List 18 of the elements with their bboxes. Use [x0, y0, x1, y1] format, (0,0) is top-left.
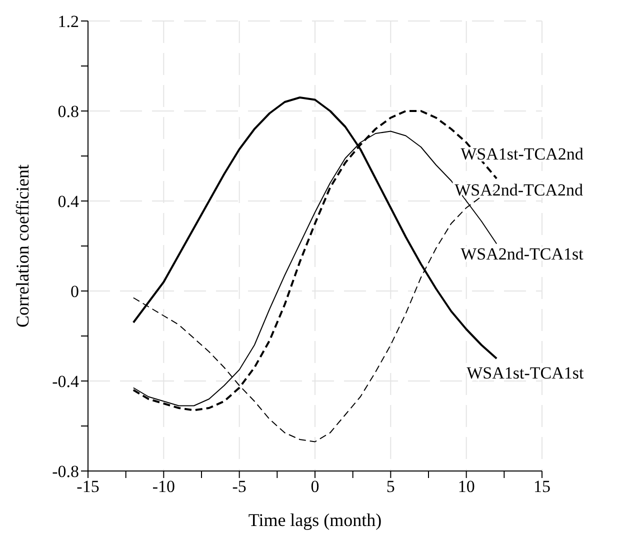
x-tick-label: 5 — [386, 477, 395, 496]
y-tick-label: 0 — [70, 282, 79, 302]
x-tick-label: -5 — [232, 477, 246, 496]
y-axis-title: Correlation coefficient — [12, 164, 32, 328]
y-tick-label: 0.4 — [58, 192, 80, 212]
x-tick-label: 15 — [534, 477, 550, 496]
x-tick-label: -10 — [152, 477, 176, 496]
series-label: WSA2nd-TCA1st — [460, 244, 584, 264]
x-tick-label: 10 — [458, 477, 475, 496]
x-axis-title: Time lags (month) — [248, 510, 382, 530]
y-tick-label: 0.8 — [58, 102, 79, 122]
x-tick-label: -15 — [76, 477, 100, 496]
y-tick-label: 1.2 — [58, 12, 79, 32]
series-label: WSA1st-TCA1st — [466, 363, 584, 382]
series-label: WSA1st-TCA2nd — [460, 144, 584, 164]
x-tick-label: 0 — [310, 477, 320, 496]
y-tick-label: -0.4 — [52, 372, 80, 392]
y-tick-label: -0.8 — [52, 462, 79, 482]
